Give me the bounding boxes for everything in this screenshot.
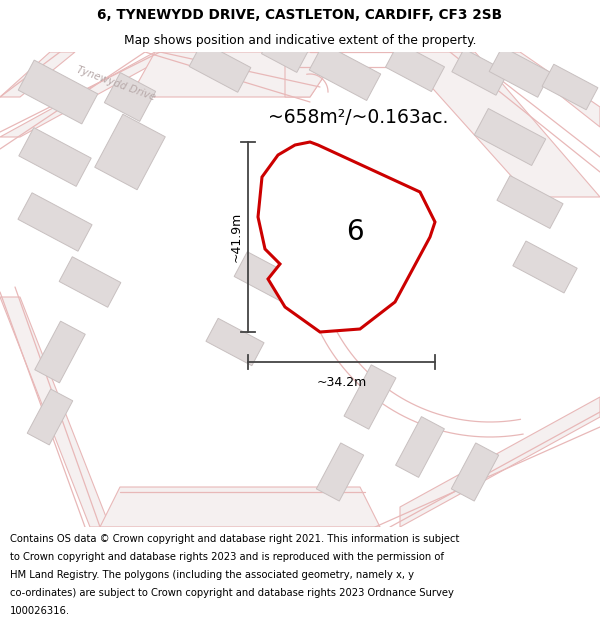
Polygon shape (0, 297, 110, 527)
Polygon shape (395, 417, 445, 478)
Polygon shape (19, 127, 91, 186)
Polygon shape (309, 44, 381, 101)
Polygon shape (59, 257, 121, 308)
Polygon shape (400, 397, 600, 527)
Polygon shape (385, 42, 445, 92)
Text: 6, TYNEWYDD DRIVE, CASTLETON, CARDIFF, CF3 2SB: 6, TYNEWYDD DRIVE, CASTLETON, CARDIFF, C… (97, 8, 503, 21)
Polygon shape (189, 42, 251, 92)
Text: ~34.2m: ~34.2m (316, 376, 367, 389)
Polygon shape (316, 443, 364, 501)
Text: HM Land Registry. The polygons (including the associated geometry, namely x, y: HM Land Registry. The polygons (includin… (10, 570, 414, 580)
Text: Map shows position and indicative extent of the property.: Map shows position and indicative extent… (124, 34, 476, 47)
Polygon shape (35, 321, 85, 383)
Polygon shape (100, 487, 380, 527)
Polygon shape (234, 252, 296, 302)
Text: 100026316.: 100026316. (10, 606, 70, 616)
Polygon shape (0, 52, 75, 97)
Text: ~41.9m: ~41.9m (229, 212, 242, 262)
Polygon shape (474, 109, 546, 166)
Polygon shape (400, 52, 600, 197)
Polygon shape (489, 47, 551, 98)
Polygon shape (513, 241, 577, 293)
Polygon shape (206, 318, 264, 366)
Text: ~658m²/~0.163ac.: ~658m²/~0.163ac. (268, 108, 448, 127)
Polygon shape (104, 72, 155, 121)
Polygon shape (18, 192, 92, 251)
Polygon shape (451, 443, 499, 501)
Polygon shape (258, 142, 435, 332)
Polygon shape (95, 114, 165, 190)
Polygon shape (344, 365, 396, 429)
Polygon shape (285, 52, 340, 97)
Polygon shape (262, 32, 308, 72)
Polygon shape (27, 389, 73, 445)
Polygon shape (505, 52, 600, 127)
Text: Tynewydd Drive: Tynewydd Drive (75, 65, 157, 103)
Polygon shape (497, 176, 563, 229)
Polygon shape (452, 49, 508, 95)
Text: 6: 6 (346, 218, 364, 246)
Text: Contains OS data © Crown copyright and database right 2021. This information is : Contains OS data © Crown copyright and d… (10, 534, 460, 544)
Polygon shape (130, 52, 340, 97)
Text: co-ordinates) are subject to Crown copyright and database rights 2023 Ordnance S: co-ordinates) are subject to Crown copyr… (10, 588, 454, 598)
Polygon shape (542, 64, 598, 110)
Polygon shape (268, 191, 332, 243)
Text: to Crown copyright and database rights 2023 and is reproduced with the permissio: to Crown copyright and database rights 2… (10, 552, 444, 562)
Polygon shape (0, 52, 175, 137)
Polygon shape (18, 60, 98, 124)
